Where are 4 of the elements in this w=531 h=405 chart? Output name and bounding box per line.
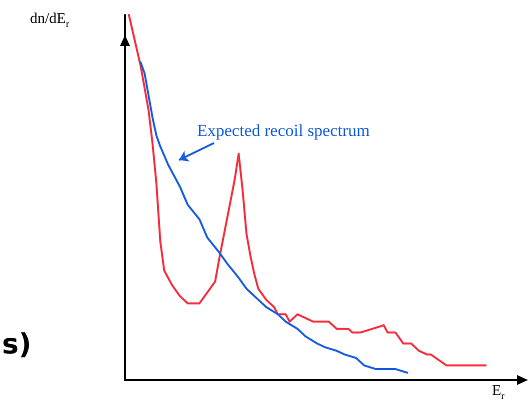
annotation: Expected recoil spectrum: [197, 121, 370, 140]
x-axis-title: E$_{r}$: [492, 383, 505, 402]
text: s): [2, 328, 32, 360]
y-axis-title: dn/dE$_{r}$: [30, 11, 70, 30]
